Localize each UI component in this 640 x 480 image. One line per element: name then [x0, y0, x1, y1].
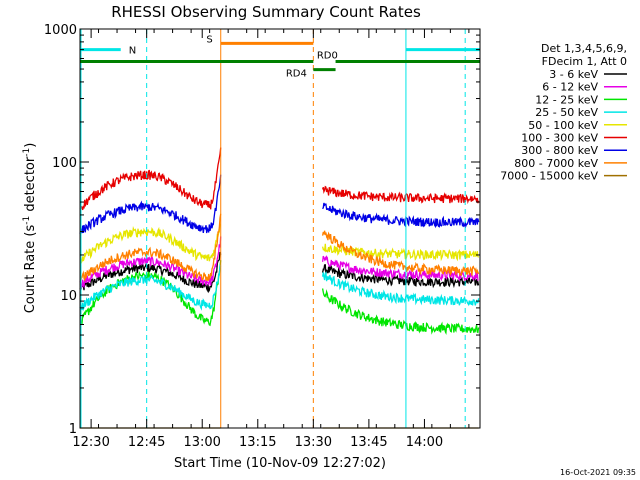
legend-entry-9: 7000 - 15000 keV — [500, 170, 598, 183]
y-tick-label-2: 100 — [52, 156, 77, 171]
x-tick-label-5: 13:30 — [295, 435, 332, 450]
series-8-line-before-gap — [79, 213, 222, 285]
series-8 — [79, 213, 480, 285]
legend: Det 1,3,4,5,6,9, FDecim 1, Att 0 3 - 6 k… — [500, 42, 627, 183]
legend-entry-6: 100 - 300 keV — [521, 132, 598, 145]
event-rd0-label: RD0 — [317, 50, 338, 61]
y-tick-label-3: 10 — [60, 289, 77, 304]
legend-header-line-2: FDecim 1, Att 0 — [542, 55, 627, 68]
series-8-line-after-gap — [321, 230, 480, 277]
x-tick-label-7: 14:00 — [406, 435, 443, 450]
legend-entry-2: 6 - 12 keV — [542, 81, 598, 94]
series-3-line-after-gap — [321, 288, 480, 335]
legend-entry-8: 800 - 7000 keV — [514, 157, 598, 170]
plot-frame — [79, 28, 481, 429]
legend-entry-1: 3 - 6 keV — [549, 68, 598, 81]
series-6 — [79, 147, 480, 212]
x-tick-label-4: 13:15 — [239, 435, 276, 450]
axes: 12:30 12:45 13:00 13:15 13:30 13:45 14:00 1000 1… — [44, 23, 480, 450]
series-5-line-after-gap — [321, 243, 480, 262]
x-tick-label-3: 13:00 — [183, 435, 220, 450]
y-axis-title: Count Rate (s-1 detector-1) — [22, 143, 38, 314]
y-tick-label-4: 1 — [69, 422, 77, 437]
event-s-label: S — [206, 34, 212, 45]
y-tick-label-1: 1000 — [44, 23, 77, 38]
legend-entry-7: 300 - 800 keV — [521, 144, 598, 157]
series-4 — [79, 264, 480, 312]
legend-entry-4: 25 - 50 keV — [535, 106, 598, 119]
series-4-line-before-gap — [79, 264, 222, 312]
series-2-line-before-gap — [79, 236, 222, 290]
footer-timestamp: 16-Oct-2021 09:35 — [560, 468, 636, 477]
series-7 — [79, 174, 480, 234]
x-tick-label-2: 12:45 — [128, 435, 165, 450]
series-5-line-before-gap — [79, 223, 221, 266]
series-7-line-before-gap — [79, 174, 222, 234]
series-6-line-before-gap — [79, 147, 222, 212]
x-axis-title: Start Time (10-Nov-09 12:27:02) — [174, 456, 386, 471]
x-tick-label-6: 13:45 — [350, 435, 387, 450]
legend-entry-3: 12 - 25 keV — [535, 93, 598, 106]
series-4-line-after-gap — [321, 271, 480, 307]
plot-area: N S RD0 RD4 — [79, 29, 480, 429]
event-rd0: RD0 — [80, 50, 480, 63]
series-6-line-after-gap — [321, 185, 480, 205]
series-1-line-before-gap — [79, 251, 222, 294]
x-tick-label-1: 12:30 — [72, 435, 109, 450]
series-7-line-after-gap — [322, 202, 480, 229]
legend-header-line-1: Det 1,3,4,5,6,9, — [541, 42, 627, 55]
series-5 — [79, 223, 480, 266]
event-n: N — [80, 29, 480, 428]
series-2-line-after-gap — [321, 255, 479, 282]
event-n-label: N — [129, 46, 136, 57]
event-rd4: RD4 — [286, 68, 336, 80]
series-2 — [79, 236, 479, 290]
event-s: S — [206, 29, 314, 428]
legend-entry-5: 50 - 100 keV — [528, 119, 598, 132]
event-rd4-label: RD4 — [286, 69, 307, 80]
chart-title: RHESSI Observing Summary Count Rates — [111, 3, 421, 21]
